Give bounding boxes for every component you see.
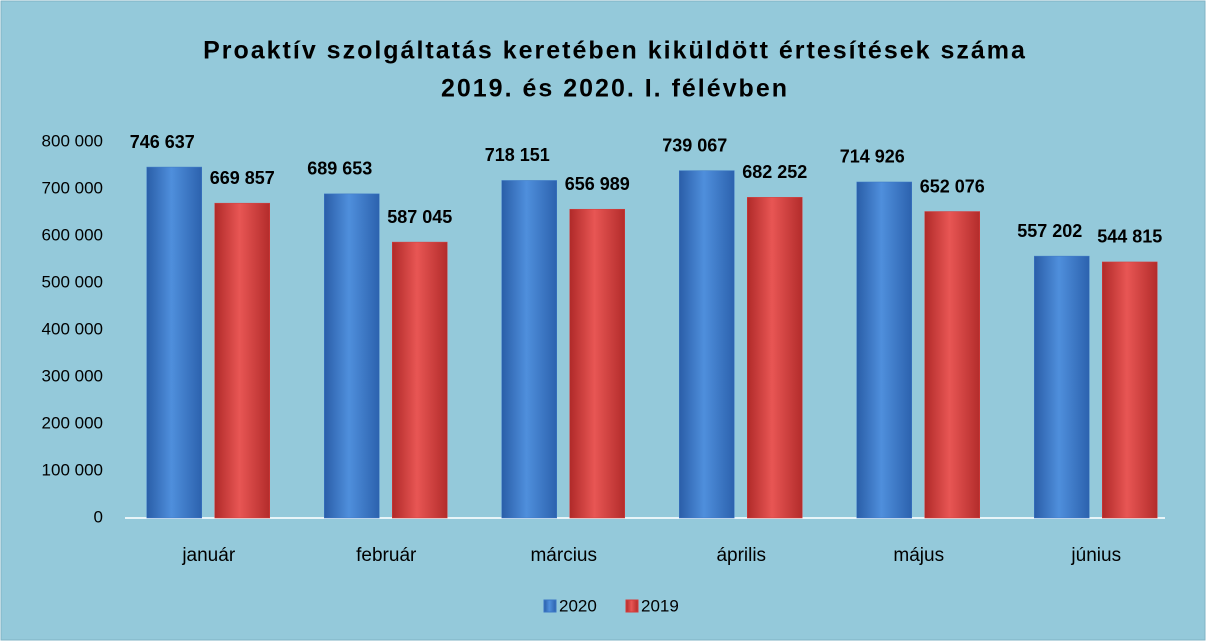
bar (747, 197, 803, 519)
bar (1102, 261, 1158, 519)
y-tick-label: 0 (94, 507, 103, 526)
value-label: 587 045 (387, 207, 452, 227)
bar (1034, 255, 1090, 519)
chart-title: Proaktív szolgáltatás keretében kiküldöt… (203, 37, 1027, 65)
y-tick-label: 300 000 (42, 366, 103, 385)
y-tick-label: 500 000 (42, 272, 103, 291)
value-label: 656 989 (565, 174, 630, 194)
legend-label: 2019 (641, 596, 679, 615)
x-tick-label: április (716, 545, 766, 566)
value-label: 739 067 (662, 135, 727, 155)
y-tick-label: 100 000 (42, 460, 103, 479)
bar (324, 193, 380, 519)
value-label: 544 815 (1097, 227, 1162, 247)
x-tick-label: január (181, 545, 235, 566)
x-tick-label: március (530, 545, 597, 566)
y-tick-label: 400 000 (42, 319, 103, 338)
bar (501, 180, 557, 519)
value-label: 557 202 (1017, 221, 1082, 241)
legend-swatch (625, 599, 639, 613)
y-tick-label: 200 000 (42, 413, 103, 432)
bar (214, 202, 270, 519)
bar (924, 211, 980, 519)
y-tick-label: 600 000 (42, 225, 103, 244)
value-label: 718 151 (485, 145, 550, 165)
bar (569, 208, 625, 519)
bar (856, 181, 912, 519)
x-tick-label: február (356, 545, 417, 566)
value-label: 669 857 (210, 168, 275, 188)
value-label: 714 926 (840, 147, 905, 167)
bar (679, 170, 735, 519)
legend-swatch (543, 599, 557, 613)
bar (146, 166, 202, 519)
legend-label: 2020 (559, 596, 597, 615)
x-tick-label: május (893, 545, 944, 566)
value-label: 746 637 (130, 132, 195, 152)
x-tick-label: június (1070, 545, 1121, 566)
value-label: 682 252 (742, 162, 807, 182)
value-label: 689 653 (307, 159, 372, 179)
y-tick-label: 700 000 (42, 178, 103, 197)
bar (392, 241, 448, 519)
chart-title: 2019. és 2020. I. félévben (441, 75, 789, 103)
y-tick-label: 800 000 (42, 131, 103, 150)
value-label: 652 076 (920, 176, 985, 196)
